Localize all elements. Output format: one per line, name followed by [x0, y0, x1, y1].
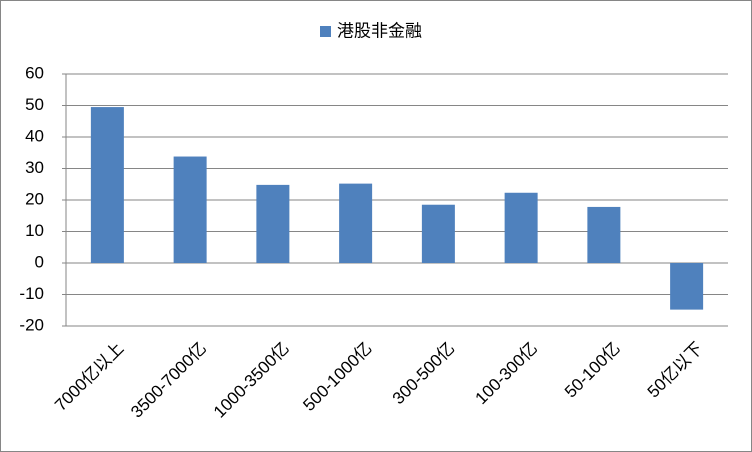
y-tick-label: 60 [25, 63, 44, 82]
y-tick-label: 40 [25, 126, 44, 145]
bar [256, 184, 290, 263]
y-tick-label: 50 [25, 95, 44, 114]
bar [421, 204, 455, 263]
y-tick-label: 30 [25, 158, 44, 177]
y-tick-label: 10 [25, 221, 44, 240]
bar [90, 107, 124, 263]
y-tick-label: -10 [19, 284, 44, 303]
bar [339, 183, 373, 263]
y-tick-label: -20 [19, 315, 44, 334]
legend-label: 港股非金融 [337, 21, 422, 40]
y-tick-label: 20 [25, 189, 44, 208]
legend-swatch [320, 26, 331, 37]
bar [587, 206, 621, 263]
bar [504, 192, 538, 263]
bar [173, 156, 207, 263]
y-tick-label: 0 [35, 252, 44, 271]
bar [670, 263, 704, 310]
